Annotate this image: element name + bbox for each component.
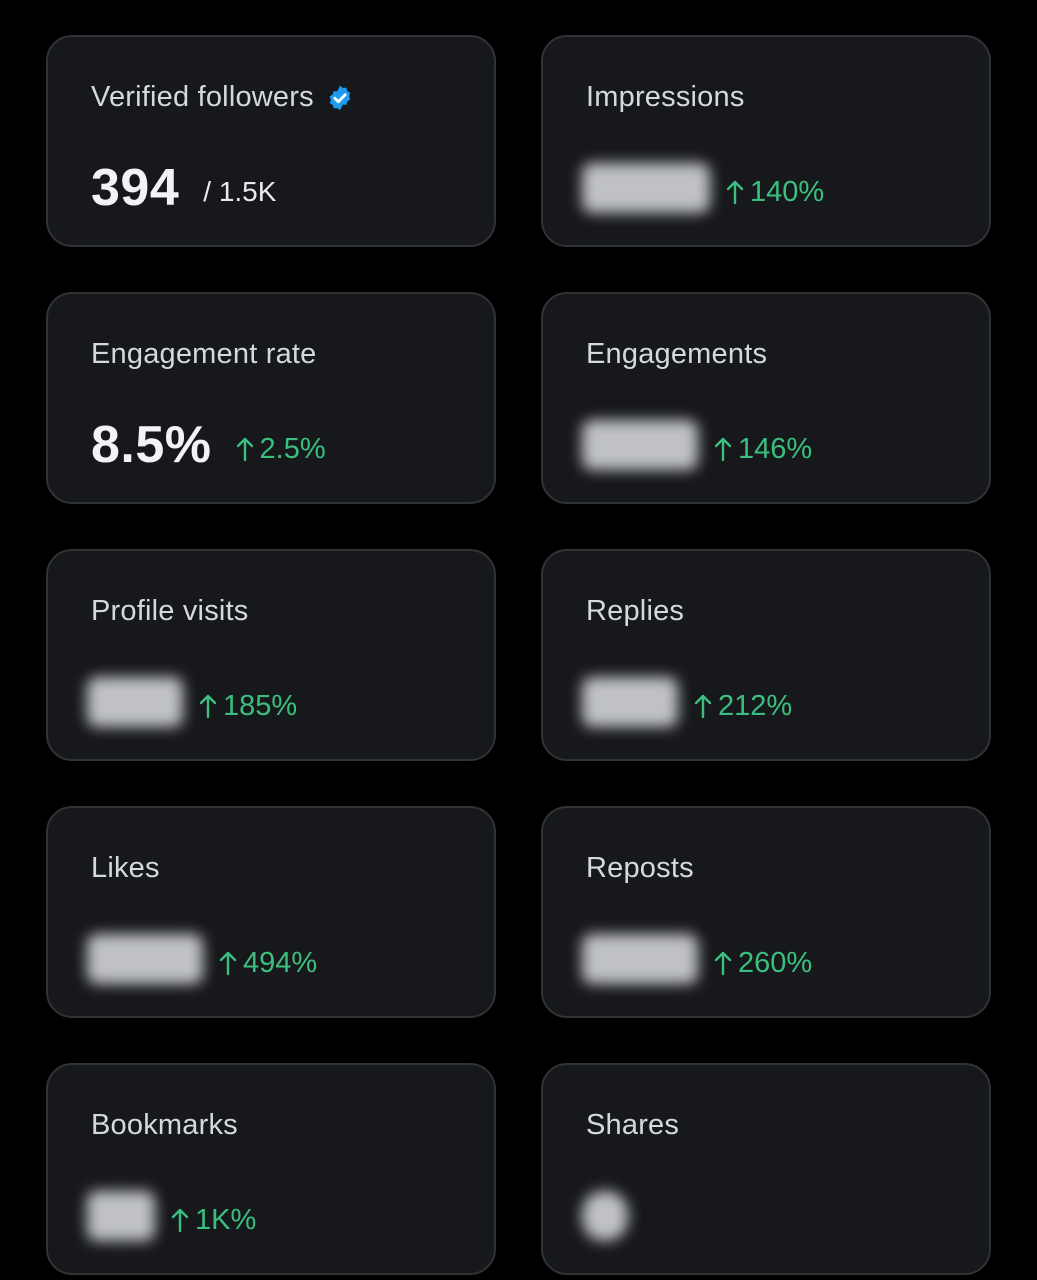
metric-value: 394	[91, 159, 180, 217]
redacted-value	[87, 1191, 155, 1241]
metric-trend: 185%	[199, 682, 297, 723]
metric-card-profile-visits[interactable]: Profile visits 185%	[46, 549, 496, 761]
arrow-up-icon	[726, 180, 744, 205]
metric-trend-value: 494%	[243, 946, 318, 979]
metric-total: / 1.5K	[203, 176, 277, 207]
metric-value-row: 260%	[582, 926, 812, 992]
metric-title: Engagements	[586, 338, 768, 370]
metric-trend-value: 185%	[223, 689, 298, 722]
metric-card-bookmarks[interactable]: Bookmarks 1K%	[46, 1063, 496, 1275]
metric-card-engagements[interactable]: Engagements 146%	[541, 292, 991, 504]
metric-trend-value: 146%	[738, 432, 813, 465]
metric-card-reposts[interactable]: Reposts 260%	[541, 806, 991, 1018]
metric-card-engagement-rate[interactable]: Engagement rate 8.5% 2.5%	[46, 292, 496, 504]
metric-value-row: 140%	[582, 155, 824, 221]
metric-trend-value: 1K%	[195, 1203, 257, 1236]
metric-card-verified-followers[interactable]: Verified followers 394 / 1.5K	[46, 35, 496, 247]
metric-title: Reposts	[586, 852, 694, 884]
metric-value-row: 394 / 1.5K	[91, 155, 276, 221]
metric-trend-value: 260%	[738, 946, 813, 979]
redacted-value	[582, 163, 710, 213]
metric-trend: 146%	[714, 425, 812, 466]
metric-value-row: 185%	[87, 669, 297, 735]
metric-trend-value: 140%	[750, 175, 825, 208]
redacted-value	[87, 677, 183, 727]
redacted-value	[582, 934, 698, 984]
metric-title: Likes	[91, 852, 160, 884]
metric-trend: 494%	[219, 939, 317, 980]
metric-trend: 260%	[714, 939, 812, 980]
redacted-value	[582, 1191, 628, 1241]
metric-title: Profile visits	[91, 595, 249, 627]
arrow-up-icon	[199, 694, 217, 719]
metric-value: 8.5%	[91, 416, 212, 474]
metric-card-likes[interactable]: Likes 494%	[46, 806, 496, 1018]
metric-value-row: 212%	[582, 669, 792, 735]
metric-card-replies[interactable]: Replies 212%	[541, 549, 991, 761]
redacted-value	[582, 677, 678, 727]
metric-value-row: 146%	[582, 412, 812, 478]
metric-trend: 2.5%	[236, 425, 326, 466]
metric-title: Verified followers	[91, 81, 354, 114]
arrow-up-icon	[171, 1208, 189, 1233]
arrow-up-icon	[714, 951, 732, 976]
metric-trend: 1K%	[171, 1196, 256, 1237]
metric-value-row	[582, 1183, 644, 1249]
arrow-up-icon	[694, 694, 712, 719]
metric-value-row: 1K%	[87, 1183, 256, 1249]
metric-trend-value: 2.5%	[259, 432, 326, 465]
arrow-up-icon	[219, 951, 237, 976]
metric-value-row: 8.5% 2.5%	[91, 412, 326, 478]
metric-title: Replies	[586, 595, 685, 627]
metric-trend: 140%	[726, 168, 824, 209]
arrow-up-icon	[236, 437, 253, 462]
verified-badge-icon	[329, 85, 351, 110]
redacted-value	[87, 934, 203, 984]
metric-title-label: Verified followers	[91, 81, 314, 113]
metric-title: Engagement rate	[91, 338, 317, 370]
metric-title: Bookmarks	[91, 1109, 238, 1141]
redacted-value	[582, 420, 698, 470]
arrow-up-icon	[714, 437, 732, 462]
metric-title: Shares	[586, 1109, 680, 1141]
metric-title: Impressions	[586, 81, 745, 113]
metric-value-row: 494%	[87, 926, 317, 992]
metric-trend-value: 212%	[718, 689, 793, 722]
metric-card-shares[interactable]: Shares	[541, 1063, 991, 1275]
metric-trend: 212%	[694, 682, 792, 723]
metric-card-impressions[interactable]: Impressions 140%	[541, 35, 991, 247]
analytics-metrics-grid: Verified followers 394 / 1.5K Impression…	[46, 35, 991, 1275]
